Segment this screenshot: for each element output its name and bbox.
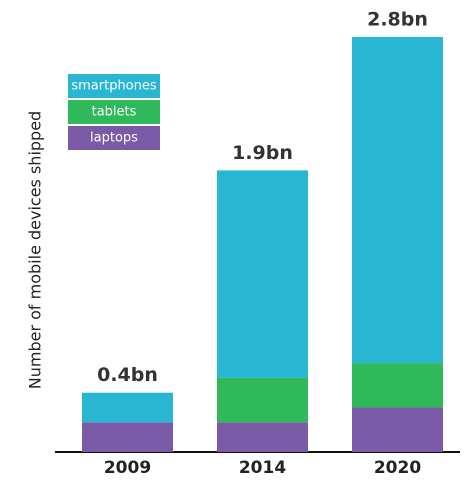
- legend-swatch: [68, 126, 160, 150]
- x-tick-label: 2009: [104, 458, 151, 478]
- bar-segment: [352, 407, 443, 452]
- x-tick-label: 2014: [239, 458, 286, 478]
- bar-segment: [217, 422, 308, 452]
- legend-label: tablets: [92, 105, 137, 120]
- y-axis-label: Number of mobile devices shipped: [26, 111, 45, 389]
- total-label: 2.8bn: [367, 9, 428, 31]
- x-tick-label: 2020: [374, 458, 421, 478]
- total-label: 0.4bn: [97, 364, 158, 386]
- bar-segment: [217, 377, 308, 423]
- total-label: 1.9bn: [232, 142, 293, 164]
- bar-segment: [82, 392, 173, 423]
- bar-segment: [217, 170, 308, 378]
- legend-label: smartphones: [71, 79, 157, 94]
- bar-segment: [352, 363, 443, 408]
- legend-swatch: [68, 100, 160, 124]
- legend-label: laptops: [90, 131, 138, 146]
- legend-swatch: [68, 74, 160, 98]
- bar-segment: [82, 422, 173, 452]
- bar-segment: [352, 37, 443, 364]
